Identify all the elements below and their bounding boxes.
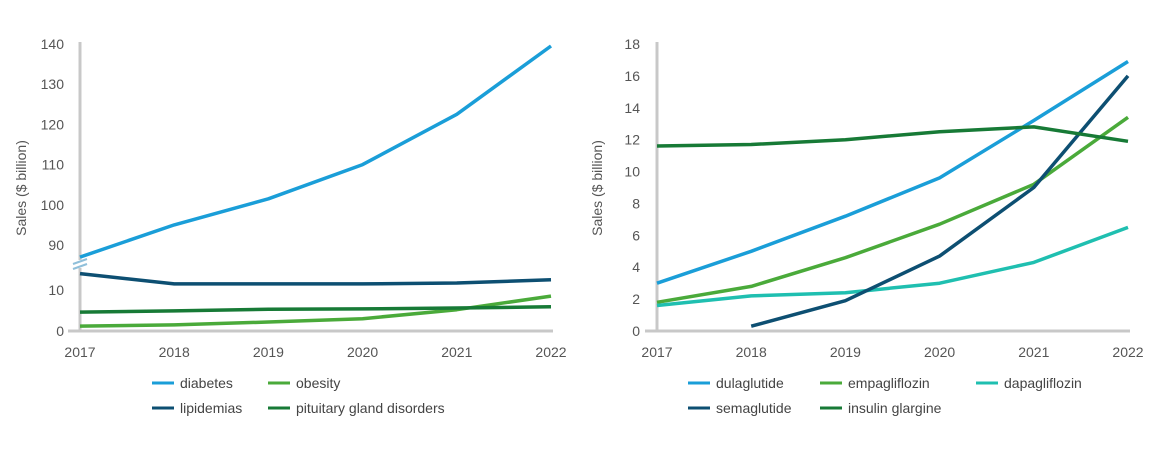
chart-2-y-tick-label: 4 xyxy=(632,259,640,275)
chart-1-y-axis-label: Sales ($ billion) xyxy=(13,140,29,236)
chart-2-series-line-insulin-glargine xyxy=(656,125,1129,148)
chart-2-drugs: Sales ($ billion) 0 2 4 6 8 10 12 14 16 18 2017 201… xyxy=(589,36,1144,416)
chart-2-legend-label: empagliflozin xyxy=(848,375,930,391)
chart-2-legend-label: semaglutide xyxy=(716,400,792,416)
chart-1-x-tick-label: 2020 xyxy=(347,344,378,360)
chart-1-axis-break-mark xyxy=(72,263,88,270)
chart-2-series-line-dulaglutide xyxy=(656,60,1129,285)
chart-1-y-tick-label: 140 xyxy=(41,36,65,52)
chart-2-y-tick-label: 18 xyxy=(624,36,640,52)
chart-1-legend-label: diabetes xyxy=(180,375,233,391)
chart-1-series-line-pituitary-gland-disorders xyxy=(79,305,552,314)
chart-2-y-tick-label: 12 xyxy=(624,132,640,148)
chart-2-y-tick-label: 2 xyxy=(632,291,640,307)
chart-2-x-tick-label: 2022 xyxy=(1112,344,1143,360)
chart-1-y-tick-label: 100 xyxy=(41,197,65,213)
chart-2-y-tick-label: 16 xyxy=(624,68,640,84)
chart-1-x-tick-label: 2021 xyxy=(441,344,472,360)
chart-1-x-tick-label: 2019 xyxy=(253,344,284,360)
chart-1-y-tick-label: 130 xyxy=(41,76,65,92)
chart-1-x-tick-label: 2018 xyxy=(159,344,190,360)
chart-1-y-tick-label: 10 xyxy=(48,282,64,298)
chart-2-y-tick-label: 8 xyxy=(632,195,640,211)
chart-2-x-tick-label: 2019 xyxy=(830,344,861,360)
chart-2-y-axis-label: Sales ($ billion) xyxy=(589,140,605,236)
chart-2-x-tick-label: 2020 xyxy=(924,344,955,360)
chart-2-y-tick-label: 14 xyxy=(624,100,640,116)
chart-1-series-line-lipidemias xyxy=(79,271,552,286)
chart-1-y-tick-label: 0 xyxy=(56,323,64,339)
chart-1-series-line-diabetes xyxy=(79,44,553,259)
chart-1-y-tick-label: 120 xyxy=(41,116,65,132)
chart-2-legend-label: dapagliflozin xyxy=(1004,375,1082,391)
chart-2-y-tick-label: 10 xyxy=(624,164,640,180)
chart-2-y-tick-label: 6 xyxy=(632,227,640,243)
chart-2-series-line-dapagliflozin xyxy=(656,225,1129,308)
chart-2-legend-label: dulaglutide xyxy=(716,375,784,391)
chart-1-legend-label: lipidemias xyxy=(180,400,242,416)
chart-2-series-line-semaglutide xyxy=(750,74,1130,328)
chart-2-x-tick-label: 2018 xyxy=(736,344,767,360)
chart-2-x-tick-label: 2021 xyxy=(1018,344,1049,360)
chart-1-diseases: Sales ($ billion) 90 100 110 120 130 140 0 10 20… xyxy=(13,36,567,416)
chart-1-legend-label: obesity xyxy=(296,375,340,391)
chart-1-y-tick-label: 110 xyxy=(42,157,65,173)
chart-1-x-tick-label: 2022 xyxy=(535,344,566,360)
chart-1-y-tick-label: 90 xyxy=(48,237,64,253)
chart-1-legend-label: pituitary gland disorders xyxy=(296,400,445,416)
chart-2-series-line-empagliflozin xyxy=(656,115,1130,305)
chart-2-x-tick-label: 2017 xyxy=(641,344,672,360)
chart-2-y-tick-label: 0 xyxy=(632,323,640,339)
chart-1-axis-break-mark xyxy=(72,258,88,265)
chart-1-x-tick-label: 2017 xyxy=(64,344,95,360)
chart-2-legend-label: insulin glargine xyxy=(848,400,942,416)
chart-1-axis-break-gap xyxy=(72,260,88,268)
